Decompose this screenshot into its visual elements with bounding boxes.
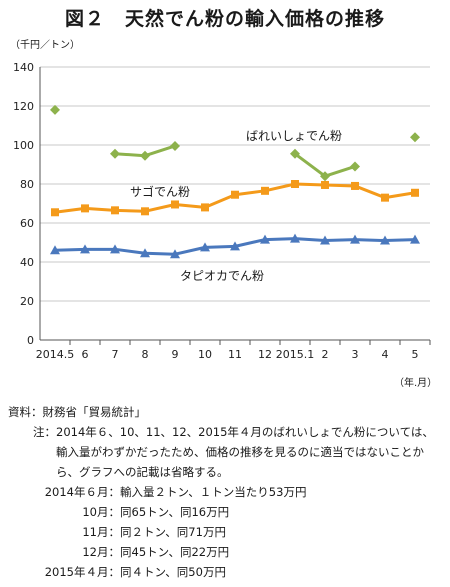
square-marker xyxy=(381,193,389,202)
diamond-marker xyxy=(110,148,120,159)
x-tick-label: 5 xyxy=(412,348,419,361)
note-text: 2014年６、10、11、12、2015年４月のばれいしょでん粉については、輸入… xyxy=(56,425,434,479)
x-tick-label: 11 xyxy=(228,348,242,361)
line-chart: 0 20 40 60 80 100 120 140 2014.5 6 7 8 9 10 11 12 2015.1… xyxy=(13,61,431,361)
square-marker xyxy=(321,180,329,189)
series-label: タピオカでん粉 xyxy=(180,269,264,283)
triangle-marker xyxy=(80,244,90,254)
y-tick-label: 20 xyxy=(20,295,34,308)
triangle-marker xyxy=(50,245,60,255)
detail-date: 2015年４月： xyxy=(44,565,120,579)
y-tick-label: 120 xyxy=(13,100,34,113)
chart-title: 図２ 天然でん粉の輸入価格の推移 xyxy=(64,8,385,30)
square-marker xyxy=(81,204,89,213)
diamond-marker xyxy=(290,148,300,159)
diamond-marker xyxy=(170,140,180,151)
series-label: ばれいしょでん粉 xyxy=(246,129,342,143)
detail-date: 12月： xyxy=(82,545,120,559)
square-marker xyxy=(411,188,419,197)
detail-text: 同４トン、同50万円 xyxy=(120,565,226,579)
detail-text: 同45トン、同22万円 xyxy=(120,545,230,559)
y-tick-label: 100 xyxy=(13,139,34,152)
triangle-marker xyxy=(140,248,150,258)
square-marker xyxy=(141,207,149,216)
triangle-marker xyxy=(320,235,330,245)
triangle-marker xyxy=(230,241,240,251)
diamond-marker xyxy=(50,104,60,115)
square-marker xyxy=(111,206,119,215)
triangle-marker xyxy=(170,249,180,259)
detail-date: 11月： xyxy=(82,525,120,539)
x-axis-unit-label: （年.月） xyxy=(394,378,438,389)
detail-row: 11月： 同２トン、同71万円 xyxy=(8,522,444,542)
x-tick-label: 3 xyxy=(352,348,359,361)
x-tick-label: 2014.5 xyxy=(36,348,75,361)
x-tick-label: 4 xyxy=(382,348,389,361)
detail-date: 10月： xyxy=(82,505,120,519)
square-marker xyxy=(261,186,269,195)
diamond-marker xyxy=(320,171,330,182)
y-tick-label: 40 xyxy=(20,256,34,269)
square-marker xyxy=(351,181,359,190)
y-tick-label: 0 xyxy=(27,334,34,347)
detail-text: 同２トン、同71万円 xyxy=(120,525,226,539)
diamond-marker xyxy=(410,132,420,143)
detail-row: 2015年４月： 同４トン、同50万円 xyxy=(8,562,444,582)
detail-date: 2014年６月： xyxy=(44,485,120,499)
diamond-marker xyxy=(350,161,360,172)
triangle-marker xyxy=(290,233,300,243)
triangle-marker xyxy=(350,234,360,244)
x-tick-label: 6 xyxy=(82,348,89,361)
source-label: 資料： xyxy=(8,405,43,419)
triangle-marker xyxy=(410,234,420,244)
y-tick-label: 140 xyxy=(13,61,34,74)
x-tick-label: 2 xyxy=(322,348,329,361)
square-marker xyxy=(51,208,59,217)
y-tick-label: 60 xyxy=(20,217,34,230)
detail-row: 10月： 同65トン、同16万円 xyxy=(8,502,444,522)
y-axis-unit-label: （千円／トン） xyxy=(10,40,80,51)
detail-text: 同65トン、同16万円 xyxy=(120,505,230,519)
triangle-marker xyxy=(110,244,120,254)
square-marker xyxy=(201,203,209,212)
x-tick-label: 2015.1 xyxy=(276,348,315,361)
source-text: 財務省「貿易統計」 xyxy=(42,405,147,419)
x-tick-label: 7 xyxy=(112,348,119,361)
detail-text: 輸入量２トン、１トン当たり53万円 xyxy=(120,485,307,499)
source-row: 資料： 財務省「貿易統計」 xyxy=(8,402,444,422)
triangle-marker xyxy=(200,242,210,252)
triangle-marker xyxy=(260,234,270,244)
triangle-marker xyxy=(380,235,390,245)
x-tick-label: 9 xyxy=(172,348,179,361)
y-tick-label: 80 xyxy=(20,178,34,191)
square-marker xyxy=(291,180,299,188)
square-marker xyxy=(231,190,239,199)
detail-row: 12月： 同45トン、同22万円 xyxy=(8,542,444,562)
x-tick-label: 10 xyxy=(198,348,212,361)
x-tick-label: 8 xyxy=(142,348,149,361)
note-row: 注： 2014年６、10、11、12、2015年４月のばれいしょでん粉については… xyxy=(8,422,444,482)
diamond-marker xyxy=(140,150,150,161)
x-tick-label: 12 xyxy=(258,348,272,361)
detail-row: 2014年６月： 輸入量２トン、１トン当たり53万円 xyxy=(8,482,444,502)
note-label: 注： xyxy=(33,425,56,439)
notes-section: 資料： 財務省「貿易統計」 注： 2014年６、10、11、12、2015年４月… xyxy=(8,402,444,582)
series-label: サゴでん粉 xyxy=(130,184,190,199)
square-marker xyxy=(171,200,179,209)
